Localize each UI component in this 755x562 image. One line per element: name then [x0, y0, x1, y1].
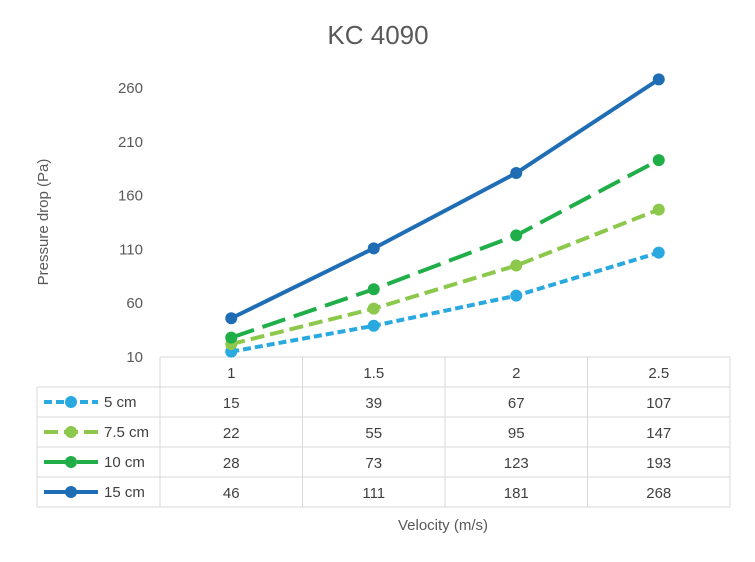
series-line [230, 207, 660, 347]
data-table: 1 1.5 2 2.5 15 39 67 107 22 55 95 147 28 73 123 193 46 11… [36, 356, 731, 508]
legend-key-marker [65, 456, 77, 468]
series-5-cm [225, 246, 665, 358]
y-tick-label: 110 [119, 241, 143, 258]
data-point [652, 203, 665, 216]
series-15-cm [225, 73, 665, 325]
data-point [367, 319, 380, 332]
table-cell-value: 28 [223, 455, 240, 472]
data-point [652, 73, 665, 86]
data-point [510, 229, 523, 242]
legend-key-marker [65, 426, 77, 438]
data-point [367, 242, 380, 255]
y-tick-label: 10 [126, 349, 143, 366]
table-cell-value: 73 [365, 455, 382, 472]
table-cell-value: 67 [508, 395, 525, 412]
data-point [225, 331, 238, 344]
data-point [510, 289, 523, 302]
y-tick-label: 160 [118, 188, 143, 205]
data-point [367, 302, 380, 315]
series-line [230, 77, 660, 321]
table-cell-value: 95 [508, 425, 525, 442]
legend-label: 15 cm [104, 484, 145, 501]
series-7-5-cm [225, 203, 665, 351]
data-point [510, 259, 523, 272]
table-cell-value: 22 [223, 425, 240, 442]
legend-key-marker [65, 486, 77, 498]
x-axis-label: Velocity (m/s) [398, 517, 488, 534]
y-axis-label: Pressure drop (Pa) [35, 159, 52, 286]
data-point [652, 246, 665, 259]
chart-title: KC 4090 [327, 20, 428, 50]
table-cell-value: 107 [646, 395, 671, 412]
table-cell-value: 147 [646, 425, 671, 442]
x-category-label: 2 [512, 365, 520, 382]
table-cell-value: 15 [223, 395, 240, 412]
series-10-cm [225, 154, 665, 344]
plot-area [225, 73, 665, 358]
series-line [230, 158, 660, 340]
legend-label: 10 cm [104, 454, 145, 471]
y-tick-label: 60 [126, 295, 143, 312]
data-point [652, 154, 665, 167]
legend-label: 7.5 cm [104, 424, 149, 441]
legend-label: 5 cm [104, 394, 137, 411]
x-category-label: 2.5 [648, 365, 669, 382]
table-cell-value: 123 [504, 455, 529, 472]
data-point [225, 312, 238, 325]
table-cell-value: 46 [223, 485, 240, 502]
data-point [367, 283, 380, 296]
x-category-label: 1.5 [363, 365, 384, 382]
legend: 5 cm 7.5 cm 10 cm 15 cm [44, 394, 149, 501]
series-line [230, 250, 660, 354]
x-category-label: 1 [227, 365, 235, 382]
table-cell-value: 268 [646, 485, 671, 502]
table-cell-value: 55 [365, 425, 382, 442]
table-cell-value: 181 [504, 485, 529, 502]
table-cell-value: 111 [362, 485, 385, 502]
table-cell-value: 39 [365, 395, 382, 412]
data-point [510, 167, 523, 180]
legend-key-marker [65, 396, 77, 408]
table-cell-value: 193 [646, 455, 671, 472]
y-tick-labels: 10 60 110 160 210 260 [118, 80, 143, 366]
y-tick-label: 260 [118, 80, 143, 97]
y-tick-label: 210 [118, 134, 143, 151]
